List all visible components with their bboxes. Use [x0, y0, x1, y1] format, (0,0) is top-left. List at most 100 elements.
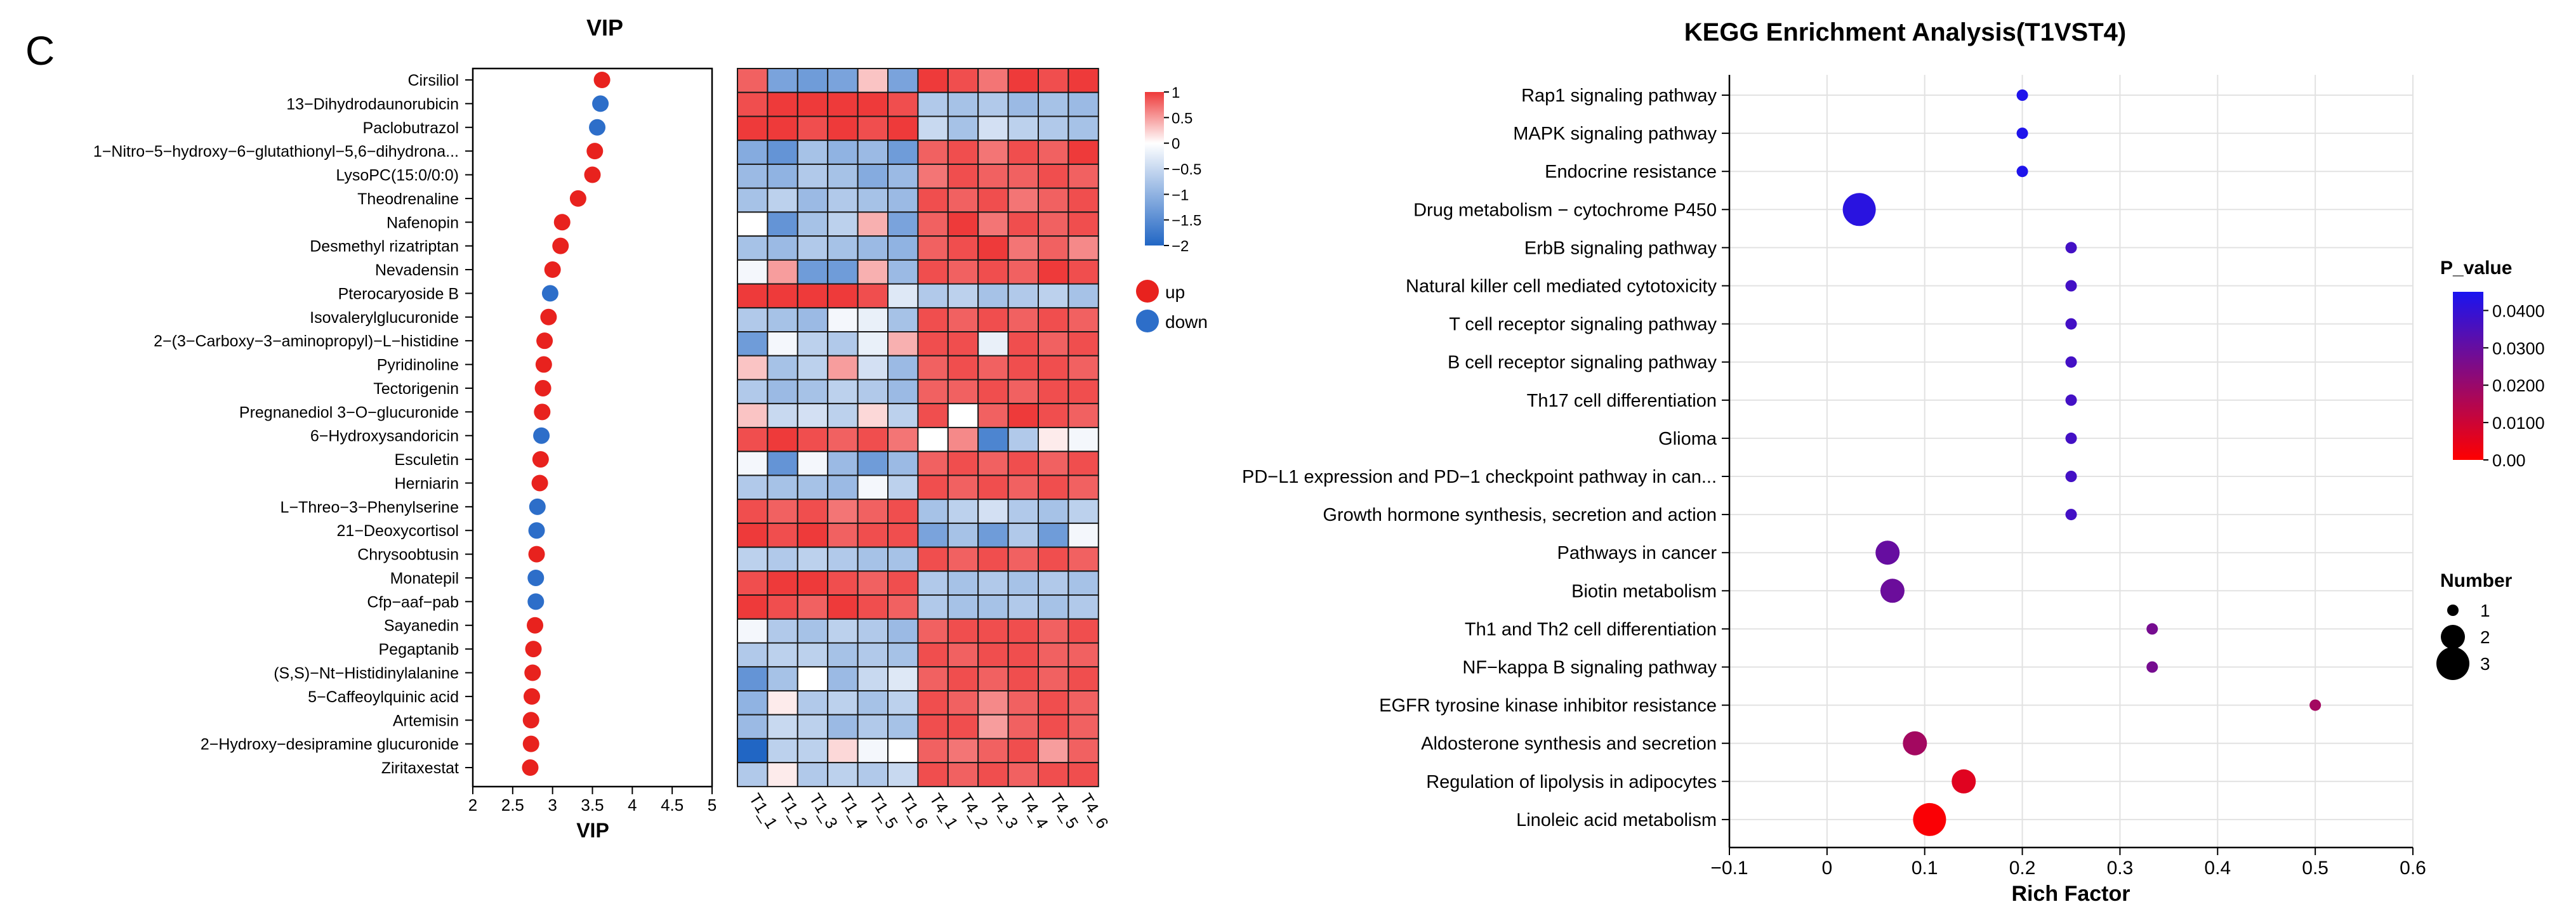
heatmap-cell: [1038, 211, 1069, 237]
heatmap-cell: [1067, 738, 1099, 764]
heatmap-cell: [796, 68, 829, 93]
heatmap-cell: [947, 91, 979, 117]
heatmap-cell: [767, 546, 798, 572]
vip-legend: up down: [1136, 280, 1208, 332]
heatmap-cell: [917, 690, 949, 716]
heatmap-cell: [947, 618, 979, 644]
heatmap-cell: [887, 140, 919, 165]
vip-dot: [586, 143, 604, 160]
heatmap-cell: [887, 211, 919, 237]
heatmap-cell: [917, 403, 949, 428]
heatmap-cell: [1007, 211, 1039, 237]
legend-down-label: down: [1165, 312, 1208, 332]
vip-metabolite-label: Pegaptanib: [378, 641, 459, 658]
heatmap-cell: [1007, 426, 1039, 452]
vip-dot: [569, 190, 586, 207]
heatmap-cell: [796, 355, 829, 381]
heatmap-cell: [767, 68, 798, 93]
heatmap-cell: [1007, 546, 1039, 572]
heatmap-column-label: T4_1: [926, 790, 962, 832]
heatmap-cell: [737, 475, 769, 501]
vip-metabolite-label: Theodrenaline: [357, 190, 459, 208]
heatmap-cell: [857, 68, 888, 93]
kegg-dot: [2065, 242, 2077, 254]
kegg-dot: [1842, 193, 1876, 226]
heatmap-cell: [796, 690, 829, 716]
heatmap-column-label: T1_5: [866, 790, 902, 832]
heatmap-cell: [827, 235, 859, 261]
heatmap-cell: [887, 115, 919, 141]
heatmap-cell: [887, 546, 919, 572]
heatmap-cell: [827, 331, 859, 357]
heatmap-cell: [737, 690, 769, 716]
heatmap-cell: [887, 259, 919, 285]
heatmap-cell: [977, 379, 1009, 405]
heatmap-cell: [887, 570, 919, 596]
heatmap-column-label: T4_5: [1047, 790, 1083, 832]
heatmap-cell: [737, 714, 769, 740]
kegg-x-tick-label: −0.1: [1710, 858, 1748, 879]
vip-metabolite-label: 6−Hydroxysandoricin: [310, 428, 459, 445]
vip-metabolite-label: Pyridinoline: [377, 357, 459, 374]
vip-dot: [531, 475, 548, 492]
pvalue-colorbar-tick-label: 0.0200: [2492, 376, 2545, 395]
vip-metabolite-label: Cfp−aaf−pab: [367, 593, 459, 611]
heatmap-cell: [947, 331, 979, 357]
heatmap-cell: [1007, 714, 1039, 740]
heatmap-cell: [827, 115, 859, 141]
heatmap-cell: [977, 283, 1009, 309]
heatmap-cell: [977, 546, 1009, 572]
heatmap-cell: [977, 499, 1009, 524]
heatmap-cell: [737, 642, 769, 668]
heatmap-cell: [857, 714, 888, 740]
heatmap-cell: [887, 594, 919, 620]
vip-metabolite-label: Pregnanediol 3−O−glucuronide: [239, 403, 459, 421]
heatmap-cell: [917, 68, 949, 93]
heatmap-cell: [977, 594, 1009, 620]
colorbar-tick-label: −2: [1172, 238, 1189, 255]
heatmap-cell: [857, 235, 888, 261]
heatmap-cell: [887, 762, 919, 787]
heatmap-cell: [1038, 403, 1069, 428]
heatmap: T1_1T1_2T1_3T1_4T1_5T1_6T4_1T4_2T4_3T4_4…: [737, 68, 1208, 832]
heatmap-cell: [737, 115, 769, 141]
vip-dot: [527, 617, 544, 634]
heatmap-cell: [1007, 379, 1039, 405]
heatmap-cell: [1038, 714, 1069, 740]
heatmap-cell: [1007, 570, 1039, 596]
colorbar-tick-label: 1: [1172, 84, 1180, 101]
kegg-pathway-label: Drug metabolism − cytochrome P450: [1413, 200, 1717, 220]
heatmap-cell: [887, 426, 919, 452]
vip-metabolite-label: Herniarin: [395, 475, 459, 492]
heatmap-cell: [947, 762, 979, 787]
kegg-dot: [1952, 769, 1976, 794]
kegg-dot: [2065, 356, 2077, 368]
colorbar-tick-label: 0.5: [1172, 110, 1192, 127]
heatmap-cell: [917, 355, 949, 381]
vip-dot: [544, 261, 561, 278]
vip-metabolite-label: Nafenopin: [386, 214, 459, 232]
heatmap-cell: [977, 235, 1009, 261]
vip-dot: [552, 237, 569, 254]
vip-metabolite-label: Sayanedin: [384, 617, 459, 635]
heatmap-cell: [1067, 642, 1099, 668]
heatmap-cell: [827, 259, 859, 285]
heatmap-cell: [1038, 283, 1069, 309]
heatmap-cell: [1007, 283, 1039, 309]
heatmap-cell: [977, 187, 1009, 213]
kegg-pathway-label: Natural killer cell mediated cytotoxicit…: [1406, 277, 1717, 297]
heatmap-column-labels: T1_1T1_2T1_3T1_4T1_5T1_6T4_1T4_2T4_3T4_4…: [746, 790, 1113, 832]
heatmap-cell: [767, 499, 798, 524]
heatmap-cell: [1067, 666, 1099, 691]
vip-dot: [593, 72, 611, 88]
vip-dot: [524, 664, 541, 681]
heatmap-cell: [1067, 450, 1099, 476]
heatmap-cell: [796, 642, 829, 668]
kegg-pathway-label: T cell receptor signaling pathway: [1449, 315, 1717, 335]
vip-metabolite-label: (S,S)−Nt−Histidinylalanine: [274, 665, 459, 683]
vip-dot: [527, 593, 545, 610]
heatmap-cell: [857, 355, 888, 381]
heatmap-cell: [887, 714, 919, 740]
heatmap-cell: [917, 426, 949, 452]
